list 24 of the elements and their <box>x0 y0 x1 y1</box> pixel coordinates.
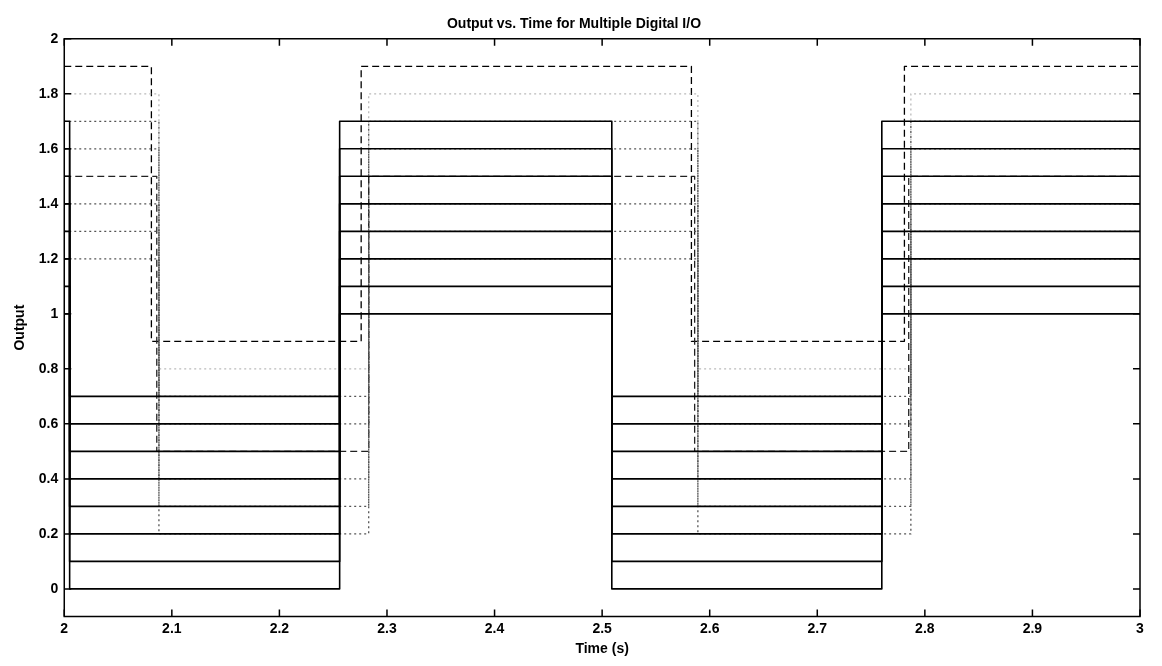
x-axis-title: Time (s) <box>575 640 629 657</box>
x-tick-label: 2.1 <box>162 619 182 636</box>
y-tick-label: 0 <box>50 579 59 596</box>
x-tick-label: 2.5 <box>592 619 613 636</box>
x-tick-label: 2.7 <box>807 619 828 636</box>
x-tick-label: 2.6 <box>699 619 720 636</box>
y-tick-label: 1.6 <box>38 139 59 156</box>
y-tick-label: 1.2 <box>38 249 59 266</box>
y-tick-label: 0.2 <box>38 524 59 541</box>
chart-title: Output vs. Time for Multiple Digital I/O <box>446 15 702 32</box>
y-tick-label: 1.4 <box>38 194 59 211</box>
y-tick-label: 1 <box>50 304 59 321</box>
x-tick-label: 2.9 <box>1022 619 1043 636</box>
x-tick-label: 2.2 <box>269 619 290 636</box>
x-tick-label: 2.8 <box>915 619 935 636</box>
y-tick-label: 0.6 <box>38 414 59 431</box>
y-axis-title: Output <box>11 304 28 351</box>
x-tick-label: 2.3 <box>377 619 397 636</box>
y-tick-label: 2 <box>50 29 59 46</box>
x-tick-label: 2.4 <box>484 619 505 636</box>
y-tick-label: 1.8 <box>38 84 59 101</box>
y-tick-label: 0.8 <box>38 359 59 376</box>
x-tick-label: 3 <box>1136 619 1145 636</box>
y-tick-label: 0.4 <box>38 469 59 486</box>
